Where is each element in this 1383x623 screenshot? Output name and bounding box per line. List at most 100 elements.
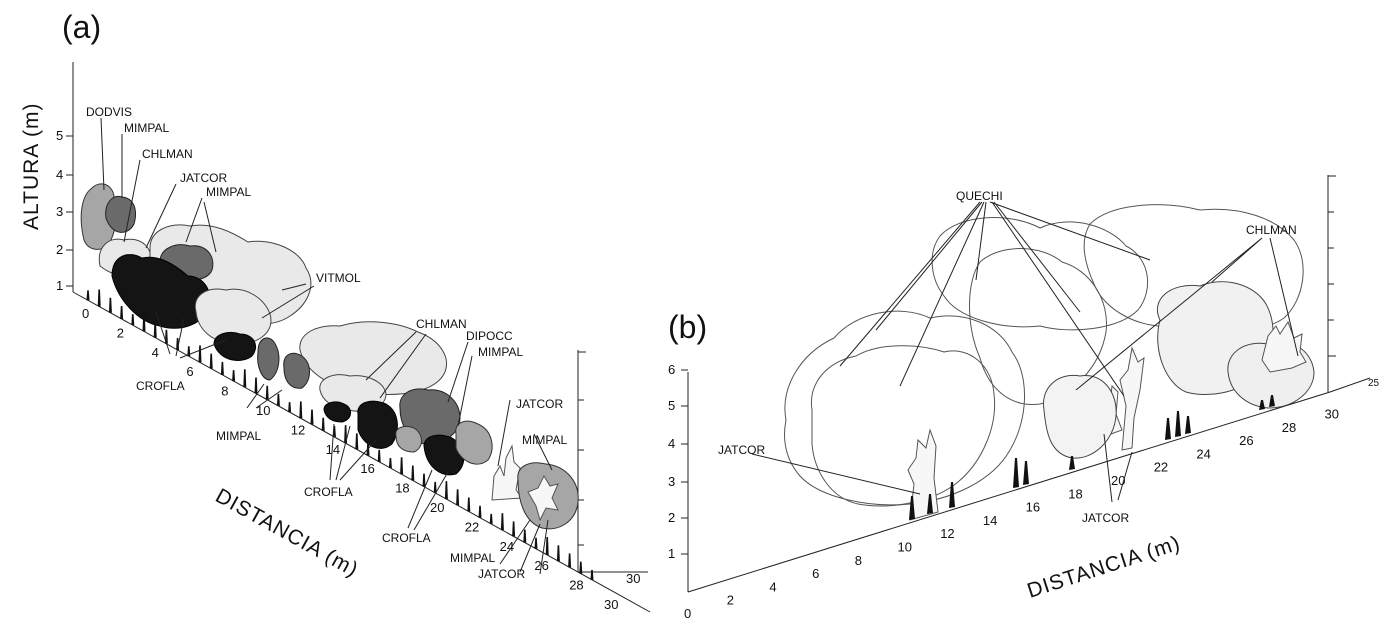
trunk [377, 449, 381, 462]
trunk [545, 536, 549, 555]
panel-b-species-label: QUECHI [956, 189, 1003, 203]
panel-a-x-tick-label: 0 [82, 306, 89, 321]
panel-b-x-tick-label: 16 [1026, 500, 1040, 515]
panel-a-species-label: MIMPAL [478, 345, 523, 359]
panel-b-x-tick-label: 30 [1325, 407, 1339, 422]
panel-a-species-label: MIMPAL [450, 551, 495, 565]
panel-b-species-label: CHLMAN [1246, 223, 1297, 237]
panel-a-back-tick-label: 30 [626, 571, 640, 586]
trunk [590, 569, 594, 580]
crown-mimpal-3 [257, 337, 280, 381]
crown-jatcor-2 [491, 444, 523, 501]
trunk [310, 409, 314, 425]
panel-a-x-tick-label: 16 [360, 461, 374, 476]
panel-a-species-label: DIPOCC [466, 329, 513, 343]
panel-a-y-tick-label: 4 [56, 167, 63, 182]
panel-b-y-tick-label: 2 [668, 510, 675, 525]
trunk [1023, 461, 1029, 485]
panel-a-label: (a) [62, 9, 101, 45]
panel-b-x-tick-label: 2 [727, 593, 734, 608]
trunk [198, 345, 202, 363]
panel-b-x-tick-label: 18 [1068, 486, 1082, 501]
trunk [187, 346, 191, 357]
crown-crofla-2 [213, 331, 256, 361]
trunk [949, 482, 955, 508]
panel-a-x-tick-label: 12 [291, 422, 305, 437]
panel-b-x-tick-label: 28 [1282, 420, 1296, 435]
panel-a-x-tick-label: 10 [256, 403, 270, 418]
panel-b-x-tick-label: 26 [1239, 433, 1253, 448]
panel-a-x-tick-label: 4 [152, 345, 159, 360]
panel-b-x-tick-label: 8 [855, 553, 862, 568]
trunk [400, 457, 404, 475]
trunk [276, 393, 280, 406]
panel-b-x-tick-label: 24 [1196, 446, 1210, 461]
panel-a-trunks [86, 289, 594, 580]
crown-jatcor-b3 [1119, 346, 1145, 451]
panel-a-species-label: CHLMAN [142, 147, 193, 161]
trunk [120, 305, 124, 319]
trunk [86, 290, 90, 301]
panel-a-species-label: CROFLA [136, 379, 185, 393]
panel-a-x-tick-label: 18 [395, 481, 409, 496]
panel-a-y-tick-label: 2 [56, 242, 63, 257]
panel-a-x-tick-label: 22 [465, 519, 479, 534]
trunk [254, 377, 258, 394]
trunk [1259, 400, 1265, 410]
panel-a-y-tick-label: 3 [56, 204, 63, 219]
panel-b-vegetation [784, 204, 1315, 521]
trunk [220, 361, 224, 375]
trunk [153, 321, 157, 338]
trunk [556, 545, 560, 562]
panel-b-depth-line [1329, 377, 1371, 393]
panel-b-y-tick-label: 3 [668, 474, 675, 489]
panel-a-vegetation [80, 183, 594, 580]
panel-a-y-tick-label: 1 [56, 278, 63, 293]
panel-a-x-tick-label: 24 [500, 539, 514, 554]
trunk [209, 353, 213, 369]
panel-a-species-label: MIMPAL [206, 185, 251, 199]
crown-chlman-b4 [1042, 374, 1117, 459]
panel-a-species-labels: DODVISMIMPALCHLMANJATCORMIMPALVITMOLCROF… [86, 105, 567, 581]
trunk [433, 481, 437, 493]
panel-a-species-label: CHLMAN [416, 317, 467, 331]
trunk [1175, 411, 1181, 437]
trunk [1269, 395, 1275, 407]
panel-b-x-tick-label: 0 [684, 606, 691, 621]
panel-b-x-tick-label: 4 [769, 579, 776, 594]
trunk [131, 314, 135, 326]
trunk [232, 370, 236, 382]
panel-a-y-ticks: 1 2 3 4 5 [56, 128, 73, 293]
panel-a-species-label: CROFLA [304, 485, 353, 499]
crown-mimpal-5 [395, 425, 422, 453]
panel-a-back-ticks [578, 351, 586, 546]
trunk [243, 369, 247, 388]
panel-a-species-label: CROFLA [382, 531, 431, 545]
panel-a-y-tick-label: 5 [56, 128, 63, 143]
trunk [512, 521, 516, 537]
crown-crofla-1 [111, 254, 211, 329]
panel-a-species-label: MIMPAL [522, 433, 567, 447]
trunk [467, 497, 471, 512]
trunk [568, 553, 572, 568]
panel-a-x-tick-label: 8 [221, 384, 228, 399]
crown-crofla-3 [323, 401, 351, 423]
trunk [579, 561, 583, 574]
panel-a-back-frame [577, 350, 648, 573]
panel-a-ground-line [72, 291, 651, 613]
panel-a-x-tick-label: 14 [326, 442, 340, 457]
panel-a-species-label: JATCOR [516, 397, 563, 411]
trunk [456, 489, 460, 506]
panel-b-species-label: JATCOR [718, 443, 765, 457]
panel-b-trunks [909, 395, 1275, 520]
panel-b-label: (b) [668, 309, 707, 345]
panel-a-x-tick-label: 30 [604, 597, 618, 612]
panel-b-x-tick-label: 20 [1111, 473, 1125, 488]
crown-mimpal-6 [455, 420, 493, 465]
panel-b-y-tick-label: 5 [668, 398, 675, 413]
trunk [1013, 458, 1019, 488]
panel-b-species-label: JATCOR [1082, 511, 1129, 525]
